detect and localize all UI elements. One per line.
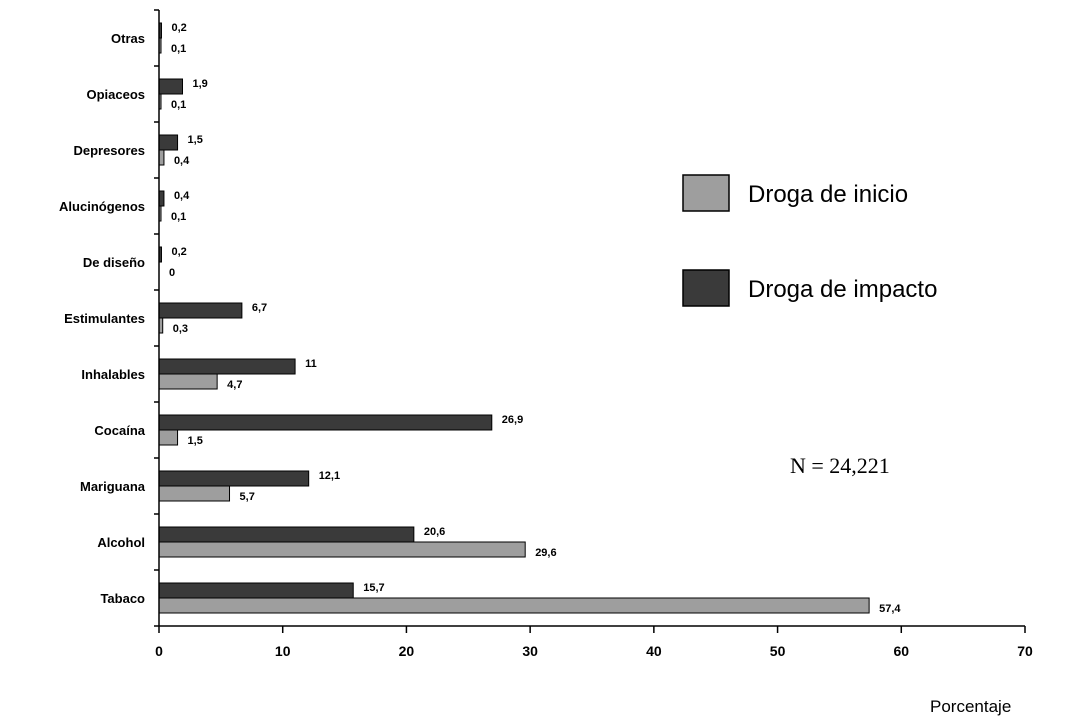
value-label-inicio-estimulantes: 0,3 bbox=[173, 323, 188, 335]
value-label-inicio-depresores: 0,4 bbox=[174, 155, 190, 167]
bar-impacto-inhalables bbox=[158, 358, 296, 375]
value-label-impacto-estimulantes: 6,7 bbox=[252, 302, 267, 314]
value-label-inicio-inhalables: 4,7 bbox=[227, 379, 242, 391]
value-label-inicio-alcohol: 29,6 bbox=[535, 547, 556, 559]
bar-inicio-inhalables bbox=[158, 373, 218, 390]
bar-impacto-depresores bbox=[158, 134, 179, 151]
legend-label-inicio: Droga de inicio bbox=[748, 181, 908, 208]
category-label-inhalables: Inhalables bbox=[81, 367, 145, 382]
x-tick-label-10: 10 bbox=[275, 643, 291, 659]
category-label-tabaco: Tabaco bbox=[100, 591, 145, 606]
value-label-inicio-otras: 0,1 bbox=[171, 43, 186, 55]
bar-inicio-mariguana bbox=[158, 485, 231, 502]
bar-inicio-tabaco bbox=[158, 597, 870, 614]
value-label-inicio-opiaceos: 0,1 bbox=[171, 99, 186, 111]
x-tick-label-70: 70 bbox=[1017, 643, 1033, 659]
x-axis-title: Porcentaje bbox=[930, 697, 1011, 716]
category-label-alucinogenos: Alucinógenos bbox=[59, 199, 145, 214]
x-tick-label-50: 50 bbox=[770, 643, 786, 659]
sample-size-annotation: N = 24,221 bbox=[790, 453, 890, 478]
bar-impacto-estimulantes bbox=[158, 302, 243, 319]
bar-impacto-cocaina bbox=[158, 414, 493, 431]
x-tick-label-60: 60 bbox=[893, 643, 909, 659]
value-label-inicio-mariguana: 5,7 bbox=[240, 491, 255, 503]
bar-impacto-opiaceos bbox=[158, 78, 184, 95]
x-tick-label-0: 0 bbox=[155, 643, 163, 659]
value-label-impacto-tabaco: 15,7 bbox=[363, 582, 384, 594]
bar-inicio-alcohol bbox=[158, 541, 526, 558]
category-label-otras: Otras bbox=[111, 31, 145, 46]
value-label-inicio-alucinogenos: 0,1 bbox=[171, 211, 186, 223]
x-tick-label-30: 30 bbox=[522, 643, 538, 659]
value-label-impacto-cocaina: 26,9 bbox=[502, 414, 523, 426]
bars-group bbox=[158, 22, 870, 614]
value-label-impacto-alucinogenos: 0,4 bbox=[174, 190, 190, 202]
category-label-estimulantes: Estimulantes bbox=[64, 311, 145, 326]
legend: Droga de inicio Droga de impacto bbox=[682, 174, 937, 307]
category-labels: Otras Opiaceos Depresores Alucinógenos De di… bbox=[59, 31, 146, 606]
value-label-inicio-de-diseno: 0 bbox=[169, 267, 175, 279]
bar-impacto-mariguana bbox=[158, 470, 310, 487]
value-label-impacto-inhalables: 11 bbox=[305, 358, 317, 370]
legend-swatch-inicio bbox=[682, 174, 730, 212]
category-label-depresores: Depresores bbox=[73, 143, 145, 158]
bar-impacto-alcohol bbox=[158, 526, 415, 543]
category-label-cocaina: Cocaína bbox=[94, 423, 145, 438]
x-axis-ticks: 0 10 20 30 40 50 60 70 bbox=[155, 626, 1033, 659]
x-tick-label-20: 20 bbox=[399, 643, 415, 659]
category-label-alcohol: Alcohol bbox=[97, 535, 145, 550]
value-label-inicio-cocaina: 1,5 bbox=[188, 435, 203, 447]
y-axis-ticks bbox=[154, 9, 159, 627]
category-label-de-diseno: De diseño bbox=[83, 255, 145, 270]
category-label-mariguana: Mariguana bbox=[80, 479, 146, 494]
legend-label-impacto: Droga de impacto bbox=[748, 276, 937, 303]
value-labels: 0,2 0,1 1,9 0,1 1,5 0,4 0,4 0,1 0,2 0 6,7 0,3 11 4,7 2… bbox=[169, 22, 901, 615]
bar-impacto-tabaco bbox=[158, 582, 354, 599]
category-label-opiaceos: Opiaceos bbox=[86, 87, 145, 102]
value-label-impacto-otras: 0,2 bbox=[171, 22, 186, 34]
value-label-impacto-alcohol: 20,6 bbox=[424, 526, 445, 538]
value-label-impacto-de-diseno: 0,2 bbox=[171, 246, 186, 258]
value-label-impacto-depresores: 1,5 bbox=[188, 134, 203, 146]
x-tick-label-40: 40 bbox=[646, 643, 662, 659]
value-label-impacto-mariguana: 12,1 bbox=[319, 470, 340, 482]
bar-inicio-cocaina bbox=[158, 429, 179, 446]
value-label-impacto-opiaceos: 1,9 bbox=[193, 78, 208, 90]
value-label-inicio-tabaco: 57,4 bbox=[879, 603, 901, 615]
legend-swatch-impacto bbox=[682, 269, 730, 307]
